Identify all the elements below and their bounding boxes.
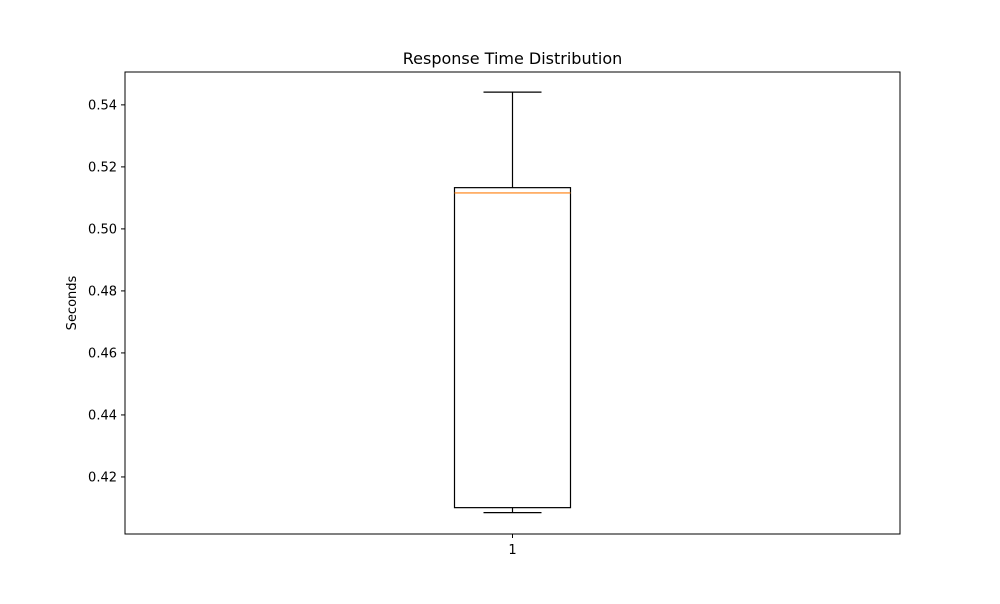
chart-title: Response Time Distribution bbox=[403, 49, 623, 68]
box bbox=[453, 187, 572, 509]
plot-area: 0.42 0.44 0.46 0.48 0.50 0.52 0.54 1 bbox=[88, 71, 901, 558]
y-tick-label: 0.52 bbox=[88, 160, 117, 175]
y-axis-label: Seconds bbox=[65, 275, 80, 330]
y-tick-label: 0.48 bbox=[88, 284, 117, 299]
y-tick-label: 0.54 bbox=[88, 98, 117, 113]
y-tick-label: 0.42 bbox=[88, 470, 117, 485]
y-tick-label: 0.46 bbox=[88, 346, 117, 361]
x-tick-label: 1 bbox=[508, 543, 516, 558]
y-tick-label: 0.44 bbox=[88, 408, 117, 423]
y-tick-label: 0.50 bbox=[88, 222, 117, 237]
